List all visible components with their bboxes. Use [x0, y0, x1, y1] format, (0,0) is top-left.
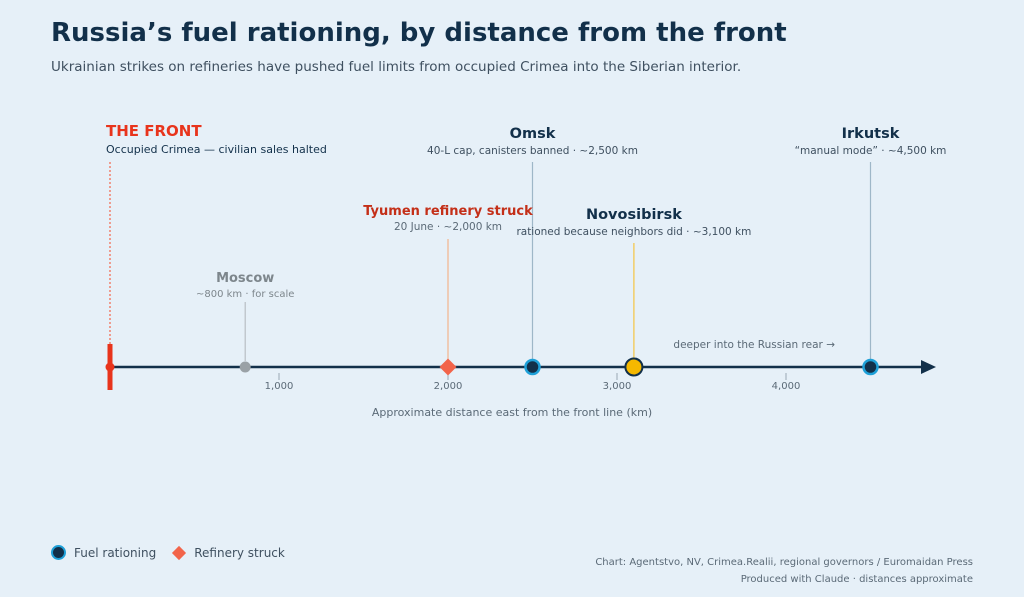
front-label: THE FRONT [106, 122, 202, 140]
x-tick-label: 3,000 [603, 381, 632, 392]
chart-subtitle: Ukrainian strikes on refineries have pus… [51, 59, 742, 75]
legend-item-rationing: Fuel rationing [51, 545, 156, 560]
tyumen-label: Tyumen refinery struck [363, 204, 533, 219]
source-note: Chart: Agentstvo, NV, Crimea.Realii, reg… [595, 554, 973, 588]
irkutsk-sublabel: “manual mode” · ~4,500 km [795, 145, 947, 157]
irkutsk-label: Irkutsk [842, 126, 900, 142]
legend-label-rationing: Fuel rationing [74, 545, 157, 560]
irkutsk-rationing-marker [862, 358, 879, 376]
tyumen-refinery-marker [439, 358, 457, 376]
x-tick-label: 4,000 [772, 381, 801, 392]
source-line: Chart: Agentstvo, NV, Crimea.Realii, reg… [595, 557, 973, 568]
axis-arrowhead [921, 360, 936, 374]
novosibirsk-sublabel: rationed because neighbors did · ~3,100 … [516, 226, 751, 238]
front-sublabel: Occupied Crimea — civilian sales halted [106, 143, 327, 156]
refinery-diamond-icon [172, 545, 187, 560]
omsk-rationing-marker [524, 358, 541, 376]
front-marker [105, 362, 115, 372]
moscow-label: Moscow [216, 271, 274, 286]
chart-title: Russia’s fuel rationing, by distance fro… [51, 18, 787, 48]
credit-line: Produced with Claude · distances approxi… [740, 574, 973, 585]
omsk-sublabel: 40-L cap, canisters banned · ~2,500 km [427, 145, 638, 157]
rationing-dot-icon [51, 545, 66, 560]
arrow-note: deeper into the Russian rear → [673, 339, 835, 351]
moscow-sublabel: ~800 km · for scale [196, 289, 294, 300]
tyumen-sublabel: 20 June · ~2,000 km [394, 221, 502, 233]
legend-item-refinery: Refinery struck [172, 545, 285, 560]
legend-label-refinery: Refinery struck [194, 545, 285, 560]
novosibirsk-label: Novosibirsk [586, 207, 682, 223]
moscow-marker [239, 361, 251, 373]
x-tick-label: 1,000 [265, 381, 294, 392]
omsk-label: Omsk [510, 126, 556, 142]
novosibirsk-marker [624, 357, 644, 377]
x-tick-label: 2,000 [434, 381, 463, 392]
legend: Fuel rationing Refinery struck [51, 545, 303, 560]
x-axis-label: Approximate distance east from the front… [372, 406, 652, 419]
